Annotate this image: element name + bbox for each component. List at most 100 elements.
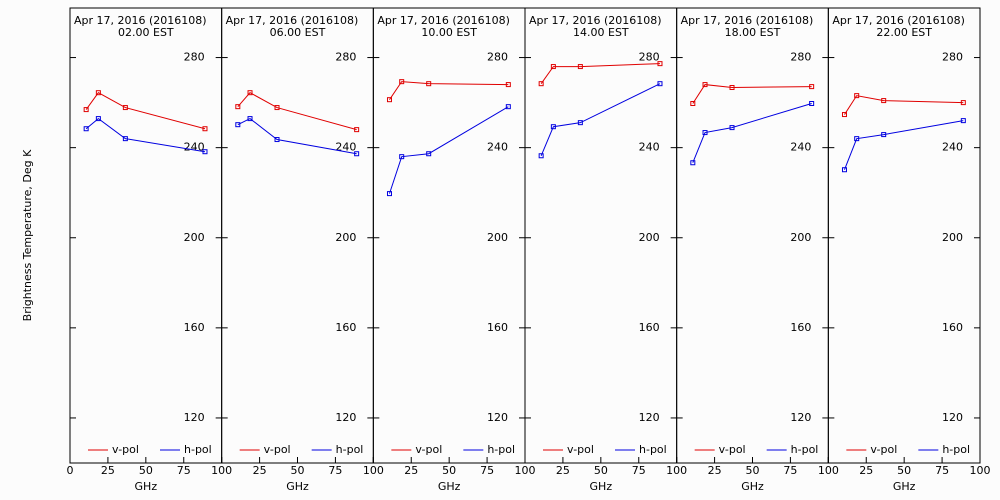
panel-title: Apr 17, 2016 (2016108) bbox=[529, 14, 662, 27]
y-tick-label: 240 bbox=[639, 141, 660, 154]
point-marker bbox=[550, 64, 556, 70]
point-marker bbox=[83, 126, 89, 132]
y-tick-label: 200 bbox=[335, 231, 356, 244]
y-tick-label: 200 bbox=[790, 231, 811, 244]
y-tick-label: 120 bbox=[639, 411, 660, 424]
x-axis-label: GHz bbox=[438, 480, 461, 493]
series-line bbox=[85, 92, 206, 130]
point-marker bbox=[426, 81, 432, 87]
legend-label: v-pol bbox=[567, 443, 594, 456]
x-tick-label: 75 bbox=[783, 464, 797, 477]
legend-label: h-pol bbox=[942, 443, 970, 456]
point-marker bbox=[83, 107, 89, 113]
x-tick-label: 100 bbox=[211, 464, 232, 477]
point-marker bbox=[274, 105, 280, 111]
x-tick-label: 75 bbox=[177, 464, 191, 477]
point-marker bbox=[881, 98, 887, 104]
point-marker bbox=[809, 84, 815, 90]
series-line bbox=[389, 106, 509, 194]
legend-label: h-pol bbox=[791, 443, 819, 456]
x-tick-label: 25 bbox=[101, 464, 115, 477]
y-tick-label: 280 bbox=[184, 51, 205, 64]
x-tick-label: 75 bbox=[328, 464, 342, 477]
legend-label: v-pol bbox=[870, 443, 897, 456]
point-marker bbox=[854, 136, 860, 142]
y-tick-label: 200 bbox=[942, 231, 963, 244]
x-tick-label: 75 bbox=[935, 464, 949, 477]
series-line bbox=[237, 118, 357, 155]
x-tick-label: 50 bbox=[442, 464, 456, 477]
y-tick-label: 120 bbox=[335, 411, 356, 424]
x-axis-label: GHz bbox=[893, 480, 916, 493]
point-marker bbox=[95, 90, 101, 96]
point-marker bbox=[577, 120, 583, 126]
point-marker bbox=[657, 61, 663, 67]
point-marker bbox=[702, 130, 708, 136]
y-tick-label: 280 bbox=[335, 51, 356, 64]
point-marker bbox=[399, 79, 405, 85]
y-tick-label: 200 bbox=[639, 231, 660, 244]
point-marker bbox=[202, 149, 208, 155]
x-axis-label: GHz bbox=[590, 480, 613, 493]
point-marker bbox=[841, 167, 847, 173]
point-marker bbox=[95, 116, 101, 122]
point-marker bbox=[247, 90, 253, 96]
x-tick-label: 50 bbox=[897, 464, 911, 477]
y-tick-label: 280 bbox=[487, 51, 508, 64]
legend-label: h-pol bbox=[487, 443, 515, 456]
legend-label: h-pol bbox=[336, 443, 364, 456]
point-marker bbox=[960, 100, 966, 106]
x-tick-label: 75 bbox=[632, 464, 646, 477]
x-tick-label: 100 bbox=[970, 464, 991, 477]
y-tick-label: 120 bbox=[487, 411, 508, 424]
series-line bbox=[540, 83, 661, 156]
panel-subtitle: 14.00 EST bbox=[573, 26, 629, 39]
series-line bbox=[389, 81, 509, 100]
series-line bbox=[844, 95, 964, 115]
point-marker bbox=[235, 122, 241, 128]
y-tick-label: 280 bbox=[790, 51, 811, 64]
y-tick-label: 120 bbox=[790, 411, 811, 424]
panel-title: Apr 17, 2016 (2016108) bbox=[832, 14, 965, 27]
point-marker bbox=[274, 137, 280, 143]
legend-label: v-pol bbox=[112, 443, 139, 456]
point-marker bbox=[538, 81, 544, 87]
y-tick-label: 160 bbox=[487, 321, 508, 334]
point-marker bbox=[729, 125, 735, 131]
series-line bbox=[692, 84, 812, 104]
point-marker bbox=[505, 82, 511, 88]
x-tick-label: 25 bbox=[708, 464, 722, 477]
point-marker bbox=[202, 126, 208, 132]
panel-subtitle: 18.00 EST bbox=[725, 26, 781, 39]
y-tick-label: 240 bbox=[942, 141, 963, 154]
panel-title: Apr 17, 2016 (2016108) bbox=[681, 14, 814, 27]
point-marker bbox=[657, 81, 663, 87]
y-tick-label: 200 bbox=[487, 231, 508, 244]
point-marker bbox=[960, 118, 966, 124]
y-axis-label: Brightness Temperature, Deg K bbox=[21, 149, 34, 321]
y-tick-label: 240 bbox=[487, 141, 508, 154]
point-marker bbox=[729, 85, 735, 91]
y-tick-label: 280 bbox=[942, 51, 963, 64]
legend-label: h-pol bbox=[184, 443, 212, 456]
panel-title: Apr 17, 2016 (2016108) bbox=[226, 14, 359, 27]
legend-label: v-pol bbox=[264, 443, 291, 456]
point-marker bbox=[550, 124, 556, 130]
y-tick-label: 160 bbox=[639, 321, 660, 334]
point-marker bbox=[386, 191, 392, 197]
y-tick-label: 160 bbox=[184, 321, 205, 334]
panel-title: Apr 17, 2016 (2016108) bbox=[74, 14, 207, 27]
x-tick-label: 25 bbox=[253, 464, 267, 477]
panel-subtitle: 02.00 EST bbox=[118, 26, 174, 39]
point-marker bbox=[577, 64, 583, 70]
legend-label: v-pol bbox=[415, 443, 442, 456]
x-tick-label: 25 bbox=[404, 464, 418, 477]
point-marker bbox=[702, 82, 708, 88]
point-marker bbox=[122, 136, 128, 142]
panel-subtitle: 06.00 EST bbox=[270, 26, 326, 39]
series-line bbox=[237, 92, 357, 131]
point-marker bbox=[386, 97, 392, 103]
series-line bbox=[540, 63, 661, 84]
point-marker bbox=[841, 112, 847, 118]
